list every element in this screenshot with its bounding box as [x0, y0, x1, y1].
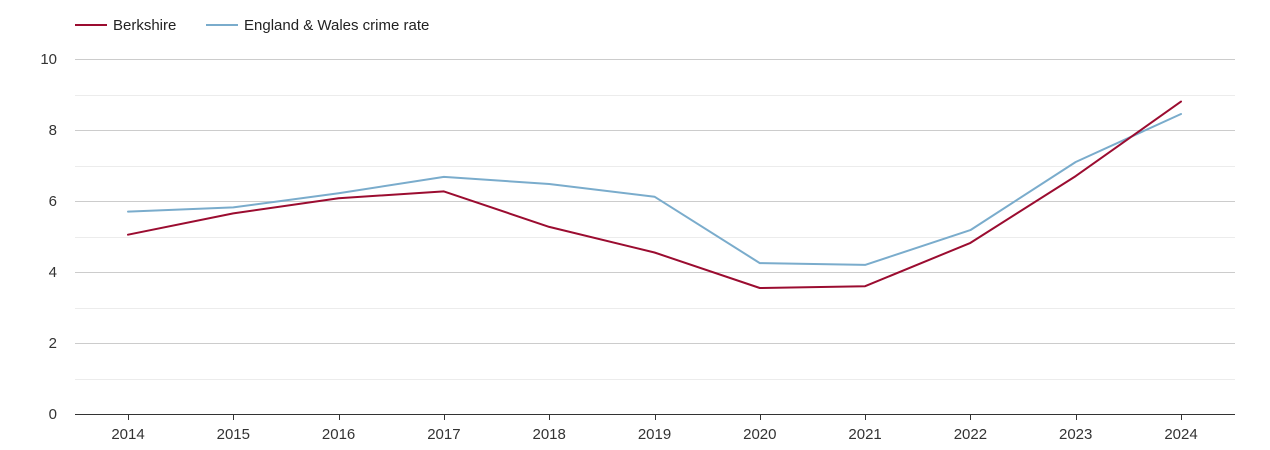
- x-tick-label: 2021: [848, 426, 881, 443]
- x-tick-label: 2014: [111, 426, 144, 443]
- legend-label-berkshire: Berkshire: [113, 17, 176, 34]
- x-tick-label: 2019: [638, 426, 671, 443]
- legend-item-berkshire[interactable]: Berkshire: [75, 17, 176, 34]
- series-line-england-wales[interactable]: [127, 113, 1182, 266]
- x-tick-label: 2024: [1164, 426, 1197, 443]
- x-tick-label: 2018: [533, 426, 566, 443]
- grid-lines: [75, 59, 1235, 380]
- series-lines: [127, 100, 1182, 289]
- y-tick-label: 8: [49, 122, 57, 139]
- x-tick-label: 2017: [427, 426, 460, 443]
- x-tick-label: 2023: [1059, 426, 1092, 443]
- x-tick-label: 2020: [743, 426, 776, 443]
- y-tick-label: 0: [49, 406, 57, 423]
- x-tick-label: 2022: [954, 426, 987, 443]
- legend: Berkshire England & Wales crime rate: [75, 17, 429, 34]
- legend-item-england-wales[interactable]: England & Wales crime rate: [206, 17, 429, 34]
- y-tick-label: 10: [40, 51, 57, 68]
- y-tick-label: 2: [49, 335, 57, 352]
- x-axis: 2014 2015 2016 2017 2018 2019 2020 2021 2022 2023…: [75, 414, 1235, 443]
- y-tick-label: 4: [49, 264, 57, 281]
- y-axis: 0 2 4 6 8 10: [40, 51, 57, 423]
- series-line-berkshire[interactable]: [127, 100, 1182, 289]
- legend-label-england-wales: England & Wales crime rate: [244, 17, 429, 34]
- x-tick-label: 2016: [322, 426, 355, 443]
- x-tick-label: 2015: [217, 426, 250, 443]
- y-tick-label: 6: [49, 193, 57, 210]
